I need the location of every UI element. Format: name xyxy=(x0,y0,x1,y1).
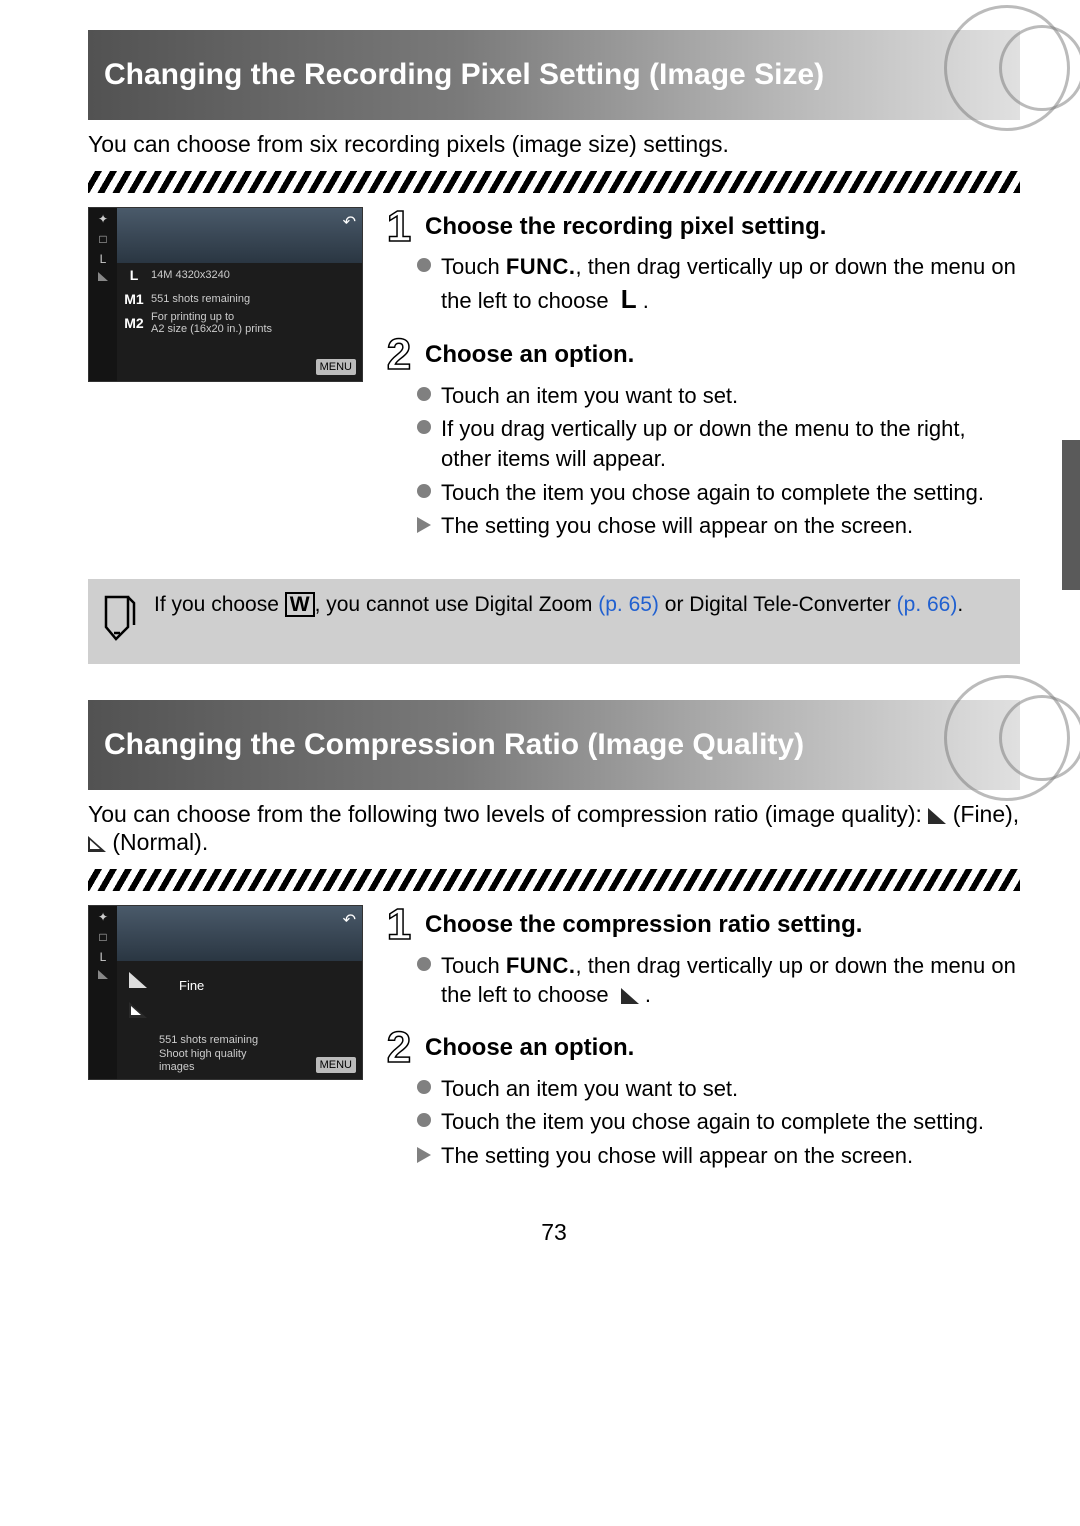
lcd-M2-line2: A2 size (16x20 in.) prints xyxy=(151,323,272,335)
lcd-line2: images xyxy=(159,1061,194,1073)
result-arrow-icon xyxy=(417,1147,431,1163)
s2-step2-r1: The setting you chose will appear on the… xyxy=(441,1141,1020,1171)
s1-step2-b2: If you drag vertically up or down the me… xyxy=(441,414,1020,473)
t: (Normal). xyxy=(106,829,208,855)
fine-quality-icon xyxy=(928,808,946,824)
back-arrow-icon: ↶ xyxy=(343,212,356,232)
lcd-size-M1: M1 xyxy=(117,291,151,307)
func-label: FUNC. xyxy=(506,953,576,978)
t: . xyxy=(639,982,651,1007)
step-number-1: 1 xyxy=(381,207,417,247)
s2-step2-title: Choose an option. xyxy=(425,1028,634,1062)
step-number-2: 2 xyxy=(381,1028,417,1068)
lcd-size-L: L xyxy=(117,267,151,283)
lcd-sky-preview xyxy=(117,208,362,263)
heading-arcs-decoration xyxy=(900,685,1030,805)
lcd-M2-line1: For printing up to xyxy=(151,311,234,323)
t: You can choose from the following two le… xyxy=(88,801,928,827)
note-text: If you choose W, you cannot use Digital … xyxy=(154,591,963,619)
l-glyph: L xyxy=(621,284,637,314)
bullet-icon xyxy=(417,258,431,272)
bullet-icon xyxy=(417,1080,431,1094)
fine-quality-icon xyxy=(621,988,639,1004)
result-arrow-icon xyxy=(417,517,431,533)
bullet-icon xyxy=(417,484,431,498)
note-box: If you choose W, you cannot use Digital … xyxy=(88,579,1020,663)
section2-title: Changing the Compression Ratio (Image Qu… xyxy=(104,726,804,764)
link-p65[interactable]: (p. 65) xyxy=(598,593,659,616)
lcd-size-M2: M2 xyxy=(117,315,151,331)
divider-hatched xyxy=(88,171,1020,193)
thumb-index-tab xyxy=(1062,440,1080,590)
lcd-left-icon-strip: ✦□L xyxy=(89,906,117,1079)
t: , you cannot use Digital Zoom xyxy=(315,593,599,616)
step1-bullet1-text: Touch FUNC., then drag vertically up or … xyxy=(441,252,1020,317)
lcd-line1: Shoot high quality xyxy=(159,1048,246,1060)
lcd-left-icon-strip: ✦□L xyxy=(89,208,117,381)
s1-step2-b3: Touch the item you chose again to comple… xyxy=(441,478,1020,508)
link-p66[interactable]: (p. 66) xyxy=(897,593,958,616)
step-number-2: 2 xyxy=(381,335,417,375)
pencil-icon xyxy=(98,591,138,651)
lcd-fine-label: Fine xyxy=(179,978,204,993)
lcd-menu-button: MENU xyxy=(316,359,356,375)
fine-icon xyxy=(129,972,147,988)
heading-arcs-decoration xyxy=(900,15,1030,135)
s2-step1-title: Choose the compression ratio setting. xyxy=(425,905,862,939)
t: . xyxy=(957,593,963,616)
t: or Digital Tele-Converter xyxy=(659,593,897,616)
s2-step2-b1: Touch an item you want to set. xyxy=(441,1074,1020,1104)
bullet-icon xyxy=(417,420,431,434)
step2-title: Choose an option. xyxy=(425,335,634,369)
t: Touch xyxy=(441,953,506,978)
s1-step2-r1: The setting you chose will appear on the… xyxy=(441,511,1020,541)
bullet-icon xyxy=(417,1113,431,1127)
lcd-screenshot-1: ✦□L ↶ L 14M 4320x3240 M1 551 shots remai… xyxy=(88,207,363,382)
lcd-size-M1-detail: 551 shots remaining xyxy=(151,293,250,305)
step1-title: Choose the recording pixel setting. xyxy=(425,207,826,241)
t: (Fine), xyxy=(946,801,1019,827)
page-number: 73 xyxy=(88,1219,1020,1246)
step-number-1: 1 xyxy=(381,905,417,945)
normal-icon xyxy=(129,1002,147,1018)
section2-heading: Changing the Compression Ratio (Image Qu… xyxy=(88,700,1020,790)
lcd-menu-button: MENU xyxy=(316,1057,356,1073)
s2-step1-b1: Touch FUNC., then drag vertically up or … xyxy=(441,951,1020,1010)
normal-quality-icon xyxy=(88,836,106,852)
lcd-screenshot-2: ✦□L ↶ Fine 551 shots remaining Shoot hig… xyxy=(88,905,363,1080)
divider-hatched xyxy=(88,869,1020,891)
t: If you choose xyxy=(154,593,285,616)
s2-step2-b2: Touch the item you chose again to comple… xyxy=(441,1107,1020,1137)
w-box-icon: W xyxy=(285,592,315,617)
t: Touch xyxy=(441,254,506,279)
section2-intro: You can choose from the following two le… xyxy=(88,800,1020,858)
t: . xyxy=(637,288,649,313)
back-arrow-icon: ↶ xyxy=(343,910,356,930)
s1-step2-b1: Touch an item you want to set. xyxy=(441,381,1020,411)
section1-heading: Changing the Recording Pixel Setting (Im… xyxy=(88,30,1020,120)
bullet-icon xyxy=(417,957,431,971)
bullet-icon xyxy=(417,387,431,401)
func-label: FUNC. xyxy=(506,254,576,279)
section1-intro: You can choose from six recording pixels… xyxy=(88,130,1020,159)
section1-title: Changing the Recording Pixel Setting (Im… xyxy=(104,56,824,94)
lcd-sky-preview xyxy=(117,906,362,961)
lcd-size-L-detail: 14M 4320x3240 xyxy=(151,269,230,281)
lcd-shots: 551 shots remaining xyxy=(159,1034,258,1046)
